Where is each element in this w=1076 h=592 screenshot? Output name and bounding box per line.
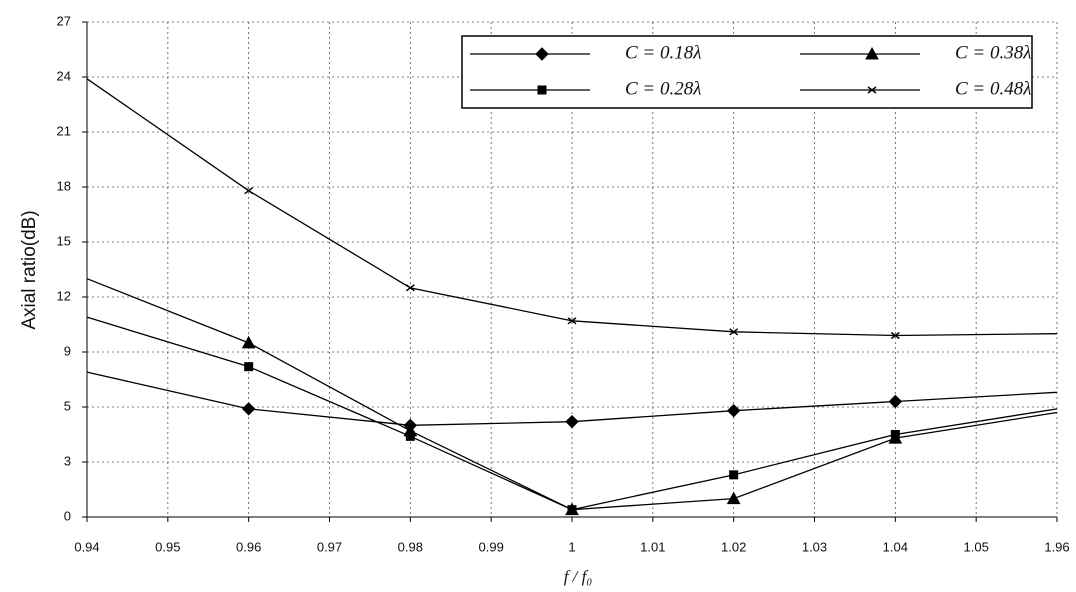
marker [729, 328, 739, 336]
marker [241, 335, 256, 349]
x-tick-label: 1.96 [1044, 539, 1069, 554]
x-tick-label: 1 [568, 539, 575, 554]
y-tick-label: 3 [64, 453, 71, 468]
marker [888, 394, 903, 409]
y-tick-label: 27 [57, 13, 71, 28]
x-tick-label: 1.02 [721, 539, 746, 554]
y-tick-label: 5 [64, 398, 71, 413]
x-tick-label: 0.96 [236, 539, 261, 554]
y-tick-label: 12 [57, 288, 71, 303]
marker [565, 414, 579, 429]
marker [241, 402, 256, 416]
marker [244, 187, 254, 195]
x-tick-label: 1.01 [640, 539, 665, 554]
legend-label: C = 0.38λ [955, 42, 1031, 63]
x-tick-label: 0.95 [155, 539, 180, 554]
y-tick-label: 24 [57, 68, 71, 83]
x-axis-label: f / f₀ [564, 567, 593, 586]
legend-box [461, 35, 1033, 109]
marker [726, 403, 741, 418]
marker [865, 46, 879, 60]
marker [888, 431, 903, 444]
y-axis-label: Axial ratio(dB) [19, 210, 40, 329]
marker [890, 331, 900, 340]
y-tick-label: 18 [57, 178, 71, 193]
x-tick-label: 1.03 [802, 539, 827, 554]
marker [535, 47, 549, 61]
x-tick-label: 0.98 [398, 539, 423, 554]
y-tick-label: 0 [64, 508, 71, 523]
marker [537, 85, 547, 95]
y-tick-label: 15 [57, 233, 71, 248]
marker [867, 86, 877, 94]
y-tick-label: 21 [57, 123, 71, 138]
x-tick-label: 1.04 [883, 539, 908, 554]
y-tick-label: 9 [64, 343, 71, 358]
legend-label: C = 0.18λ [625, 42, 701, 63]
x-tick-label: 0.94 [74, 539, 99, 554]
marker [567, 317, 577, 325]
marker [726, 491, 741, 505]
x-tick-label: 1.05 [964, 539, 989, 554]
marker [565, 502, 579, 516]
marker [403, 423, 418, 437]
legend: C = 0.18λ C = 0.28λ C = 0.38λ C = 0.48λ [461, 35, 1033, 109]
legend-label: C = 0.48λ [955, 78, 1031, 99]
marker [244, 362, 254, 372]
x-tick-label: 0.99 [479, 539, 504, 554]
x-tick-label: 0.97 [317, 539, 342, 554]
marker [405, 284, 415, 292]
legend-label: C = 0.28λ [625, 78, 701, 99]
marker [729, 470, 739, 480]
